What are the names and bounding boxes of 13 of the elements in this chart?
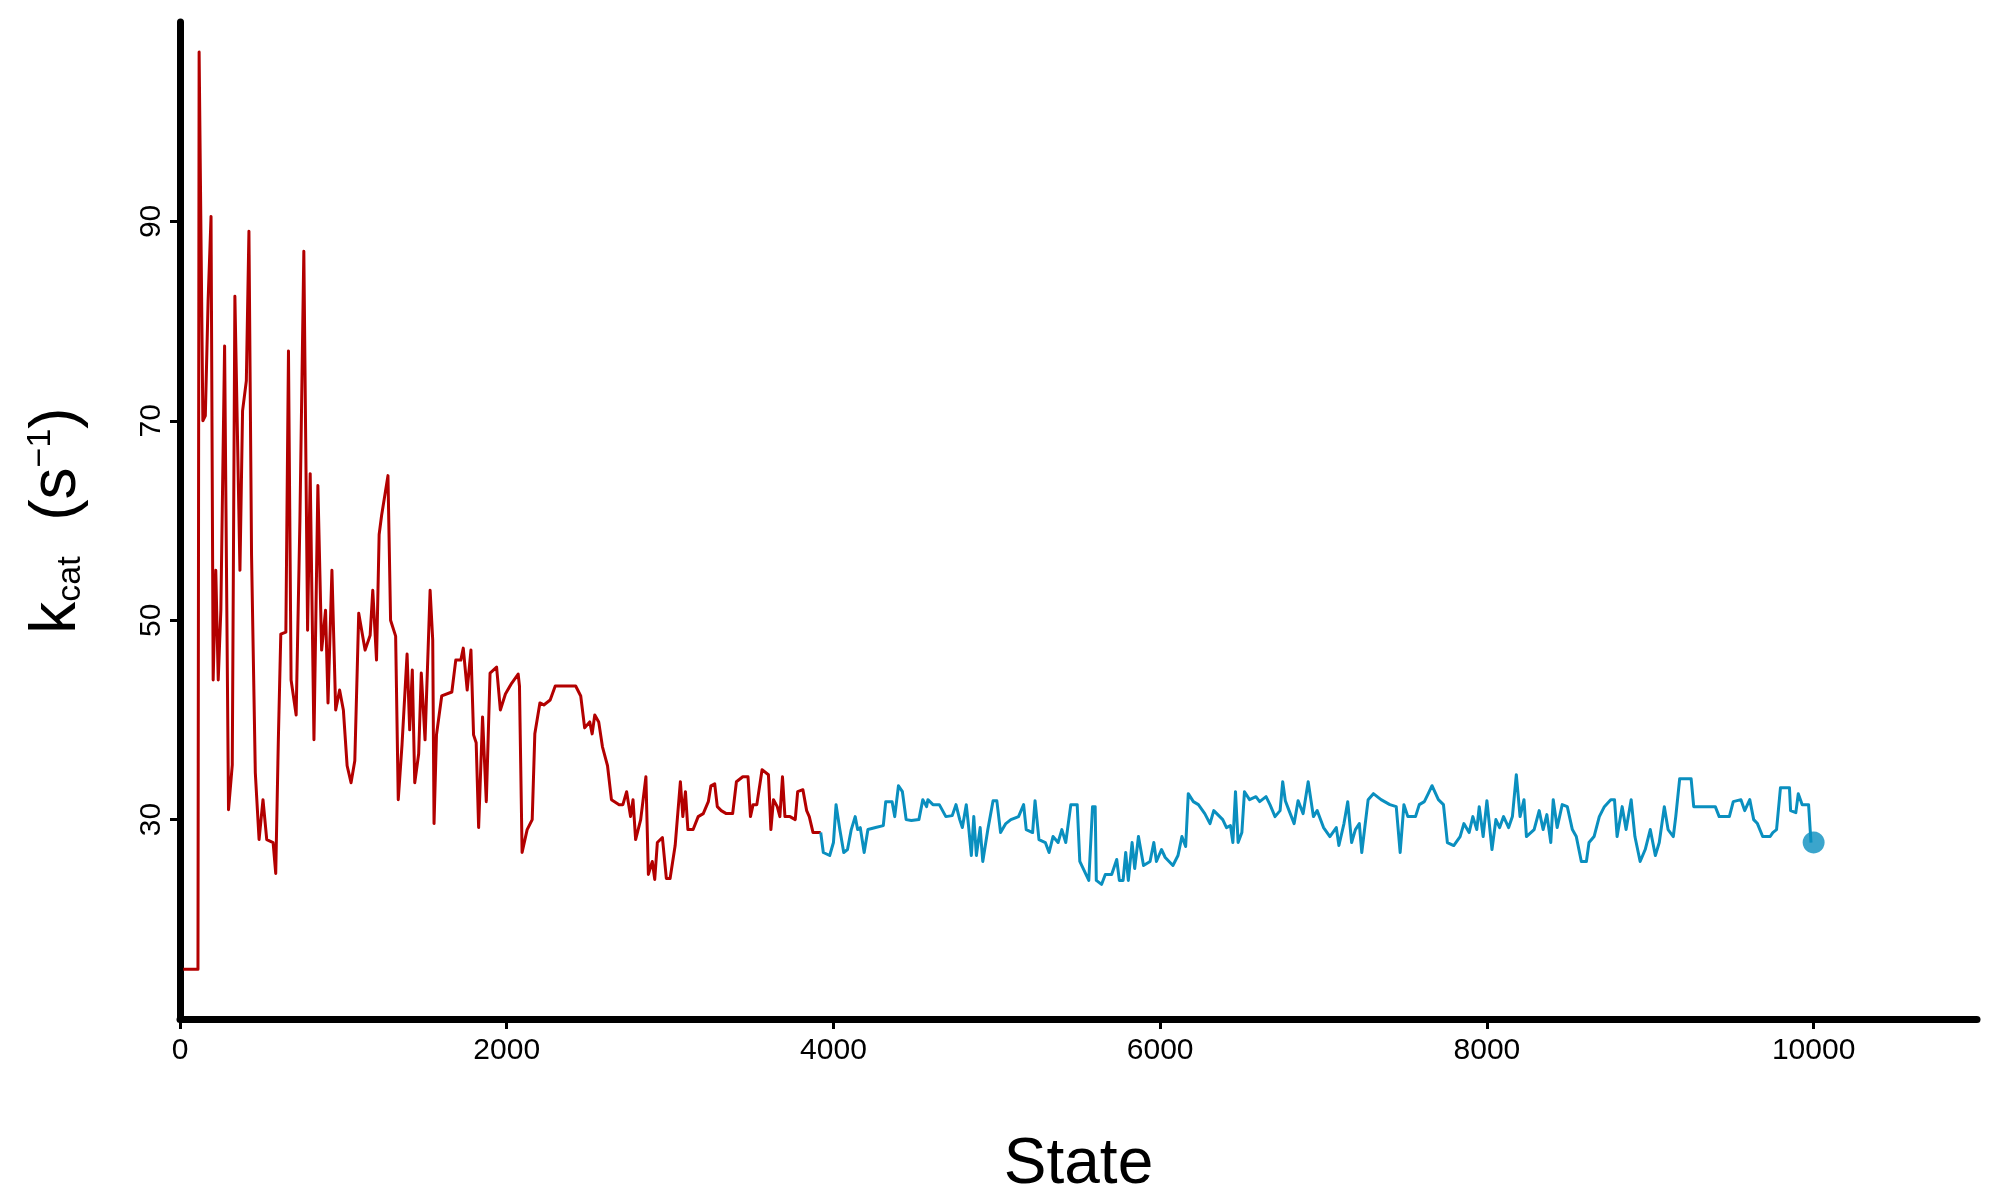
x-tick-label: 6000: [1126, 1031, 1194, 1065]
y-tick-label: 30: [132, 802, 166, 837]
y-tick-label: 90: [132, 204, 166, 239]
x-tick-label: 8000: [1453, 1031, 1521, 1065]
x-tick-label: 4000: [800, 1031, 867, 1065]
x-tick-label: 2000: [473, 1031, 541, 1065]
x-axis-title: State: [1003, 1125, 1154, 1197]
y-tick-label: 70: [132, 404, 166, 438]
line-series: [181, 50, 823, 971]
x-tick-label: 0: [171, 1031, 189, 1065]
y-axis-title: kcat (s−1): [17, 407, 89, 634]
x-tick-label: 10000: [1771, 1031, 1856, 1065]
y-tick-label: 50: [132, 603, 166, 637]
